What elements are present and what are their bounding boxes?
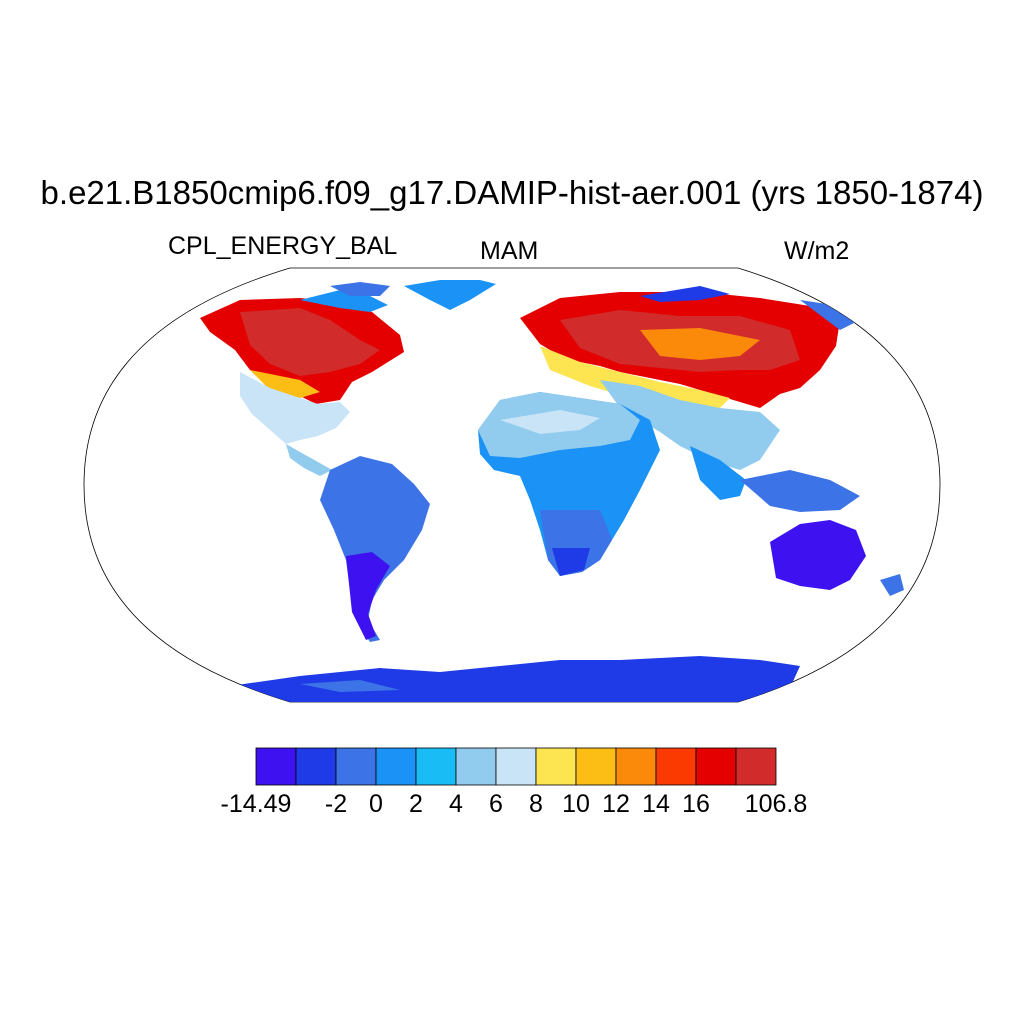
colorbar-swatch (655, 747, 697, 786)
colorbar-swatch (255, 747, 297, 786)
colorbar-tick-label: 0 (369, 790, 383, 818)
colorbar-tick-label: 106.8 (744, 790, 808, 818)
colorbar-tick-label: 8 (529, 790, 543, 818)
units-label: W/m2 (784, 237, 850, 265)
colorbar-tick-label: 2 (409, 790, 423, 818)
season-label: MAM (480, 237, 539, 265)
south-america-region (320, 456, 430, 642)
colorbar-swatch (735, 747, 777, 786)
colorbar-tick-label: 10 (562, 790, 590, 818)
colorbar-tick-label: 6 (489, 790, 503, 818)
colorbar-swatch (575, 747, 617, 786)
colorbar-swatch (495, 747, 537, 786)
colorbar-tick-label: 16 (682, 790, 710, 818)
colorbar-swatch (415, 747, 457, 786)
north-america-region (200, 280, 496, 476)
colorbar-tick-label: 14 (642, 790, 670, 818)
colorbar-swatch (455, 747, 497, 786)
colorbar-tick-label: 4 (449, 790, 463, 818)
africa-region (478, 392, 660, 576)
land-fields (200, 280, 904, 702)
colorbar-swatch (695, 747, 737, 786)
variable-label: CPL_ENERGY_BAL (168, 232, 398, 260)
colorbar-swatch (375, 747, 417, 786)
colorbar-swatch (335, 747, 377, 786)
colorbar-tick-label: 12 (602, 790, 630, 818)
colorbar-tick-label: -14.49 (220, 790, 292, 818)
eurasia-region (520, 286, 860, 512)
colorbar-tick-label: -2 (324, 790, 348, 818)
colorbar-swatch (615, 747, 657, 786)
australia-region (770, 520, 904, 596)
colorbar (255, 747, 777, 786)
plot-title: b.e21.B1850cmip6.f09_g17.DAMIP-hist-aer.… (40, 174, 984, 211)
colorbar-swatch (535, 747, 577, 786)
colorbar-swatch (295, 747, 337, 786)
